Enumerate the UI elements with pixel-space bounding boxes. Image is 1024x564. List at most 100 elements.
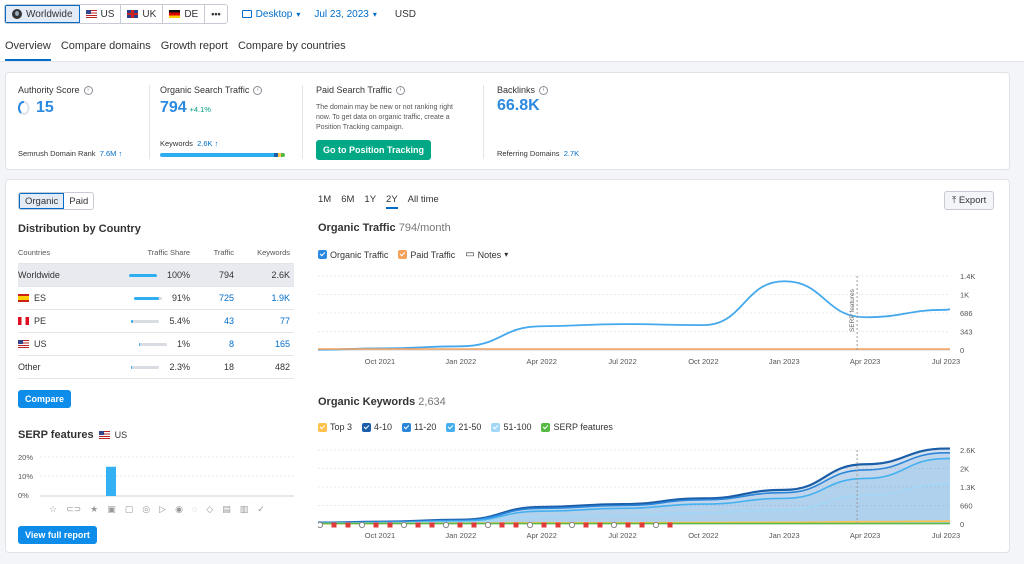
db-us[interactable]: US <box>80 5 122 23</box>
x-tick-label: Apr 2022 <box>526 531 556 540</box>
period-all-time[interactable]: All time <box>407 194 439 205</box>
google-update-marker[interactable] <box>358 521 366 529</box>
toggle-organic[interactable]: Organic <box>19 193 65 209</box>
note-marker[interactable] <box>499 522 505 528</box>
21-50-line[interactable] <box>318 457 950 524</box>
period-1m[interactable]: 1M <box>318 194 332 205</box>
legend-21-50[interactable]: 21-50 <box>446 422 481 432</box>
info-icon[interactable]: i <box>253 85 263 95</box>
note-marker[interactable] <box>597 522 603 528</box>
google-update-marker[interactable] <box>400 521 408 529</box>
traffic-cell[interactable]: 43 <box>194 309 238 333</box>
view-full-report-button[interactable]: View full report <box>18 526 97 544</box>
note-marker[interactable] <box>639 522 645 528</box>
x-tick-label: Oct 2021 <box>365 531 395 540</box>
table-row[interactable]: Other 2.3% 18 482 <box>18 355 294 379</box>
date-selector[interactable]: Jul 23, 2023 ▾ <box>314 8 377 20</box>
toggle-paid[interactable]: Paid <box>69 195 89 207</box>
db-more-button[interactable]: ••• <box>211 9 221 19</box>
compare-button[interactable]: Compare <box>18 390 72 408</box>
note-marker[interactable] <box>387 522 393 528</box>
chevron-down-icon: ▾ <box>504 250 509 259</box>
legend-top-3[interactable]: Top 3 <box>318 422 352 432</box>
backlinks-value[interactable]: 66.8K <box>497 97 540 114</box>
traffic-share-bar <box>133 296 162 300</box>
note-marker[interactable] <box>457 522 463 528</box>
period-2y[interactable]: 2Y <box>386 194 398 209</box>
traffic-cell[interactable]: 725 <box>194 286 238 310</box>
google-update-marker[interactable] <box>442 521 450 529</box>
tab-overview[interactable]: Overview <box>5 40 51 61</box>
db-worldwide[interactable]: Worldwide <box>5 5 80 23</box>
note-marker[interactable] <box>513 522 519 528</box>
checkbox-icon <box>541 422 551 432</box>
keywords-cell[interactable]: 77 <box>238 309 294 333</box>
google-update-marker[interactable] <box>610 521 618 529</box>
traffic-cell: 18 <box>194 355 238 379</box>
note-marker[interactable] <box>429 522 435 528</box>
x-tick-label: Jul 2022 <box>608 531 636 540</box>
11-20-area-fill <box>318 452 950 524</box>
tab-compare-domains[interactable]: Compare domains <box>60 40 151 52</box>
traffic-share-bar <box>138 342 167 346</box>
info-icon[interactable]: i <box>395 85 405 95</box>
table-row[interactable]: US 1% 8 165 <box>18 332 294 356</box>
google-update-marker[interactable] <box>318 521 324 529</box>
organic-traffic-widget: Organic Search Traffic i 794 +4.1% Keywor… <box>160 73 290 171</box>
domain-rank-link[interactable]: 7.6M ↑ <box>99 149 123 158</box>
legend-11-20[interactable]: 11-20 <box>402 422 436 432</box>
x-tick-label: Jul 2022 <box>608 357 636 366</box>
reviews-icon: ◉ <box>175 504 183 514</box>
note-marker[interactable] <box>471 522 477 528</box>
serp-feature-bar[interactable] <box>106 466 116 496</box>
tab-growth-report[interactable]: Growth report <box>160 40 228 52</box>
table-row[interactable]: PE 5.4% 43 77 <box>18 309 294 333</box>
divider <box>149 85 150 159</box>
main-card: Organic Paid Distribution by Country Cou… <box>5 179 1010 553</box>
referring-domains-link[interactable]: 2.7K <box>563 149 580 158</box>
country-name: Worldwide <box>18 269 60 280</box>
info-icon[interactable]: i <box>539 85 549 95</box>
legend-4-10[interactable]: 4-10 <box>362 422 392 432</box>
legend-51-100[interactable]: 51-100 <box>491 422 531 432</box>
export-button[interactable]: ⤒ Export <box>944 191 995 210</box>
organic-traffic-line[interactable] <box>318 280 951 351</box>
table-row[interactable]: Worldwide 100% 794 2.6K <box>18 263 294 287</box>
note-marker[interactable] <box>667 522 673 528</box>
note-marker[interactable] <box>373 522 379 528</box>
notes-dropdown[interactable]: ▭ Notes ▾ <box>465 249 509 260</box>
legend-organic-traffic[interactable]: Organic Traffic <box>318 250 388 260</box>
note-marker[interactable] <box>345 522 351 528</box>
star-icon: ★ <box>90 504 99 514</box>
serp-features-marker-label: SERP features <box>849 288 856 332</box>
keywords-cell[interactable]: 1.9K <box>238 286 294 310</box>
note-marker[interactable] <box>555 522 561 528</box>
note-marker[interactable] <box>583 522 589 528</box>
legend-paid-traffic[interactable]: Paid Traffic <box>398 250 455 260</box>
period-6m[interactable]: 6M <box>341 194 355 205</box>
x-tick-label: Jan 2023 <box>769 531 800 540</box>
go-to-position-tracking-button[interactable]: Go to Position Tracking <box>316 140 432 160</box>
organic-traffic-value[interactable]: 794 <box>160 99 187 116</box>
tab-compare-by-countries[interactable]: Compare by countries <box>237 40 346 52</box>
device-selector[interactable]: Desktop ▾ <box>241 9 300 20</box>
note-marker[interactable] <box>541 522 547 528</box>
keywords-link[interactable]: 2.6K ↑ <box>197 139 219 148</box>
google-update-marker[interactable] <box>568 521 576 529</box>
note-marker[interactable] <box>331 522 337 528</box>
google-update-marker[interactable] <box>484 521 492 529</box>
info-icon[interactable]: i <box>83 85 93 95</box>
keywords-distribution-bar <box>160 153 285 157</box>
google-update-marker[interactable] <box>652 521 660 529</box>
keywords-cell[interactable]: 165 <box>238 332 294 356</box>
traffic-cell[interactable]: 8 <box>194 332 238 356</box>
google-update-marker[interactable] <box>526 521 534 529</box>
table-row[interactable]: ES 91% 725 1.9K <box>18 286 294 310</box>
db-uk[interactable]: UK <box>121 5 164 23</box>
period-1y[interactable]: 1Y <box>364 194 377 205</box>
database-bar: Worldwide US UK DE ••• Desktop ▾ Jul 23,… <box>0 0 1024 28</box>
legend-serp-features[interactable]: SERP features <box>541 422 613 432</box>
note-marker[interactable] <box>625 522 631 528</box>
note-marker[interactable] <box>415 522 421 528</box>
db-de[interactable]: DE <box>163 5 206 23</box>
